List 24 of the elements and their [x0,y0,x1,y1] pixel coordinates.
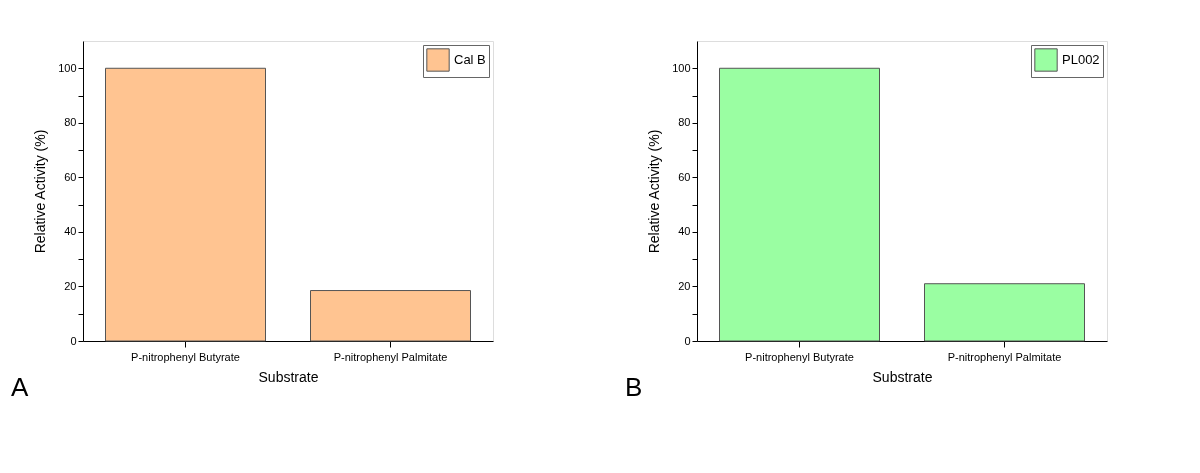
y-tick-label: 60 [64,170,77,183]
y-axis-title: Relative Activity (%) [32,129,49,254]
legend-label: PL002 [1062,52,1100,67]
text: B [625,372,643,402]
x-tick-label: P-nitrophenyl Butyrate [131,350,240,363]
y-tick-label: 0 [70,334,77,347]
text: A [11,372,29,402]
y-tick-label: 60 [678,170,691,183]
y-tick-label: 20 [678,279,691,292]
x-tick-label: P-nitrophenyl Palmitate [333,350,448,363]
y-tick-label: 80 [678,116,691,129]
y-tick-label: 40 [64,225,77,238]
x-tick-label: P-nitrophenyl Palmitate [947,350,1062,363]
y-tick-label: 40 [678,225,691,238]
y-tick-label: 20 [64,279,77,292]
y-axis-title: Relative Activity (%) [646,129,663,254]
y-tick-label: 0 [684,334,691,347]
x-axis-title: Substrate [258,368,319,385]
y-tick-label: 80 [64,116,77,129]
x-axis-title: Substrate [872,368,933,385]
x-tick-label: P-nitrophenyl Butyrate [745,350,854,363]
y-tick-label: 100 [58,61,77,74]
y-tick-label: 100 [672,61,691,74]
legend-label: Cal B [454,52,486,67]
